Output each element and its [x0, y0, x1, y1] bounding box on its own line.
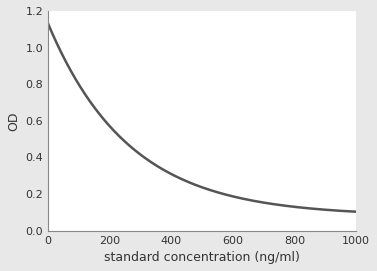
X-axis label: standard concentration (ng/ml): standard concentration (ng/ml) — [104, 251, 300, 264]
Y-axis label: OD: OD — [7, 111, 20, 131]
